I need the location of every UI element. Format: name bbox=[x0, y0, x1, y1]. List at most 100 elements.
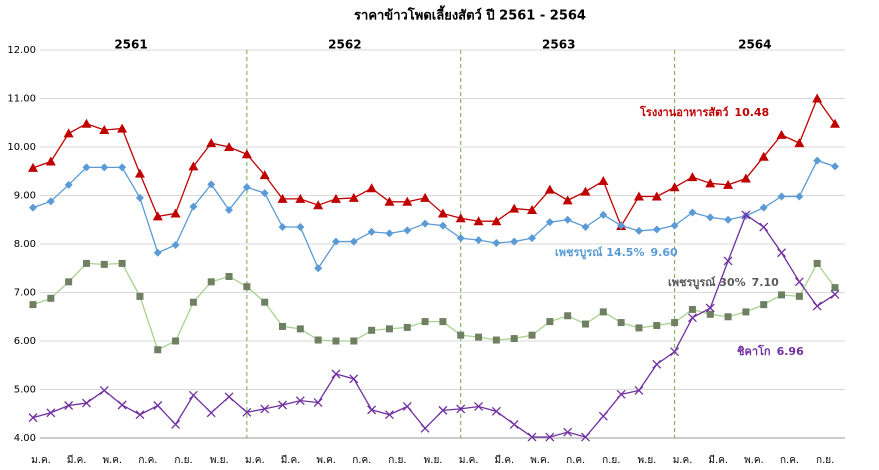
marker bbox=[723, 256, 733, 266]
marker bbox=[759, 203, 768, 212]
x-tick-label: ก.ค. bbox=[352, 455, 371, 466]
marker bbox=[705, 178, 716, 188]
x-tick-label: พ.ย. bbox=[638, 455, 657, 466]
marker bbox=[171, 240, 180, 249]
marker bbox=[598, 411, 608, 421]
marker bbox=[385, 325, 393, 333]
marker bbox=[633, 191, 644, 201]
x-tick-label: ก.ย. bbox=[388, 455, 406, 466]
marker bbox=[581, 223, 590, 232]
marker bbox=[474, 236, 483, 245]
marker bbox=[402, 402, 412, 411]
marker bbox=[527, 205, 538, 215]
marker bbox=[437, 208, 448, 218]
marker bbox=[366, 183, 377, 193]
marker bbox=[189, 202, 198, 211]
series-label: โรงงานอาหารสัตว์ 10.48 bbox=[639, 105, 769, 119]
marker bbox=[46, 408, 56, 418]
series-label: เพชรบูรณ์ 14.5% 9.60 bbox=[555, 246, 678, 260]
marker bbox=[65, 278, 73, 286]
marker bbox=[599, 308, 607, 316]
marker bbox=[279, 322, 287, 330]
marker bbox=[421, 219, 430, 228]
marker bbox=[100, 260, 108, 268]
marker bbox=[224, 392, 234, 402]
y-tick-label: 7.00 bbox=[14, 288, 36, 299]
marker bbox=[759, 222, 769, 232]
marker bbox=[599, 210, 608, 219]
marker bbox=[634, 386, 644, 395]
year-label: 2563 bbox=[542, 38, 575, 52]
x-tick-label: ก.ย. bbox=[174, 455, 192, 466]
x-tick-label: พ.ค. bbox=[744, 455, 764, 466]
marker bbox=[242, 183, 251, 192]
y-tick-label: 4.00 bbox=[14, 433, 36, 444]
year-label: 2562 bbox=[328, 38, 361, 52]
marker bbox=[153, 401, 163, 410]
marker bbox=[64, 401, 74, 410]
marker bbox=[812, 301, 822, 311]
marker bbox=[206, 408, 216, 418]
marker bbox=[207, 278, 215, 286]
marker bbox=[99, 386, 109, 395]
marker bbox=[348, 192, 359, 202]
x-tick-label: มี.ค. bbox=[495, 454, 515, 466]
marker bbox=[367, 405, 377, 415]
marker bbox=[420, 423, 430, 433]
marker bbox=[206, 138, 217, 148]
marker bbox=[118, 163, 127, 172]
marker bbox=[29, 301, 37, 309]
series-line bbox=[32, 159, 836, 270]
x-tick-label: มี.ค. bbox=[281, 454, 301, 466]
marker bbox=[562, 195, 573, 205]
marker bbox=[563, 215, 572, 224]
marker bbox=[705, 303, 715, 313]
marker bbox=[652, 225, 661, 234]
marker bbox=[261, 298, 269, 306]
marker bbox=[100, 163, 109, 172]
marker bbox=[438, 221, 447, 230]
marker bbox=[296, 325, 304, 333]
marker bbox=[99, 125, 110, 135]
marker bbox=[384, 410, 394, 420]
marker bbox=[670, 221, 679, 230]
marker bbox=[63, 128, 74, 138]
x-tick-label: ม.ค. bbox=[673, 455, 693, 466]
marker bbox=[28, 413, 38, 423]
series-line bbox=[32, 97, 836, 228]
series-line bbox=[32, 213, 836, 438]
marker bbox=[473, 216, 484, 226]
marker bbox=[403, 226, 412, 235]
marker bbox=[777, 192, 786, 201]
marker bbox=[688, 305, 696, 313]
marker bbox=[491, 406, 501, 416]
x-tick-label: มี.ค. bbox=[708, 454, 728, 466]
marker bbox=[794, 138, 805, 148]
y-tick-label: 10.00 bbox=[7, 142, 36, 153]
marker bbox=[510, 335, 518, 343]
marker bbox=[64, 180, 73, 189]
marker bbox=[332, 337, 340, 345]
marker bbox=[777, 248, 786, 258]
marker bbox=[706, 213, 715, 222]
marker bbox=[47, 294, 55, 302]
marker bbox=[724, 215, 733, 224]
year-label: 2561 bbox=[114, 38, 147, 52]
marker bbox=[207, 180, 216, 189]
marker bbox=[669, 182, 680, 192]
marker bbox=[242, 407, 252, 417]
marker bbox=[117, 400, 127, 410]
x-tick-label: พ.ย. bbox=[210, 455, 229, 466]
chart-title: ราคาข้าวโพดเลี้ยงสัตว์ ปี 2561 - 2564 bbox=[354, 5, 586, 24]
marker bbox=[509, 203, 520, 213]
marker bbox=[331, 237, 340, 246]
marker bbox=[491, 216, 502, 226]
marker bbox=[776, 129, 787, 139]
marker bbox=[278, 223, 287, 232]
marker bbox=[830, 118, 840, 128]
marker bbox=[420, 192, 431, 202]
x-tick-label: มี.ค. bbox=[67, 454, 87, 466]
marker bbox=[474, 402, 484, 411]
marker bbox=[82, 398, 91, 408]
marker bbox=[152, 211, 163, 221]
